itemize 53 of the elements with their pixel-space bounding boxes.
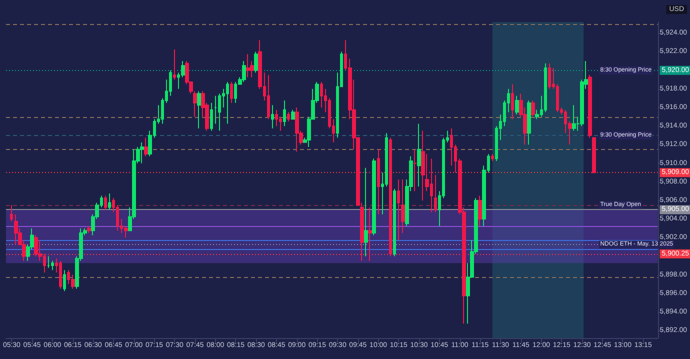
candlestick [59,260,62,290]
candlestick [372,158,376,236]
candlestick [87,226,91,234]
candlestick [71,274,75,290]
candlestick [34,234,38,257]
candlestick [197,90,201,129]
candlestick [572,104,576,132]
candlestick [173,48,176,80]
candlestick [242,60,246,82]
candlestick [364,167,368,257]
candlestick [275,109,278,127]
candlestick [254,51,258,74]
candlestick [226,81,229,124]
candlestick [413,148,417,192]
candlestick [544,62,547,113]
candlestick [140,142,144,164]
candlestick [291,109,295,120]
candlestick [210,102,213,132]
candlestick [287,112,290,122]
candlestick [246,54,250,78]
candlestick [295,107,299,152]
candlestick [401,179,405,234]
candlestick [368,206,372,262]
candlestick [10,204,13,222]
candlestick [393,188,396,257]
candlestick [104,195,107,210]
candlestick [144,137,148,157]
candlestick [230,81,233,104]
candlestick [478,195,482,227]
candlestick [397,179,400,240]
candlestick [588,74,592,138]
candlestick [271,104,274,129]
candlestick [417,123,421,188]
candlestick [548,62,551,90]
candlestick [491,153,494,162]
candlestick [389,137,392,257]
candlestick [63,270,66,292]
candlestick [434,174,437,213]
candlestick [421,130,425,201]
candlestick [218,93,221,132]
candlestick [47,256,50,268]
candlestick [515,95,519,115]
candlestick [511,84,514,120]
candlestick [14,214,18,246]
candlestick [531,100,535,118]
candlestick [267,74,270,120]
candlestick [51,260,54,271]
candlestick [108,192,111,210]
candlestick [527,100,531,146]
candlestick [592,137,596,174]
candlestick [283,100,286,127]
candlestick [320,81,323,108]
candlestick [377,148,380,215]
